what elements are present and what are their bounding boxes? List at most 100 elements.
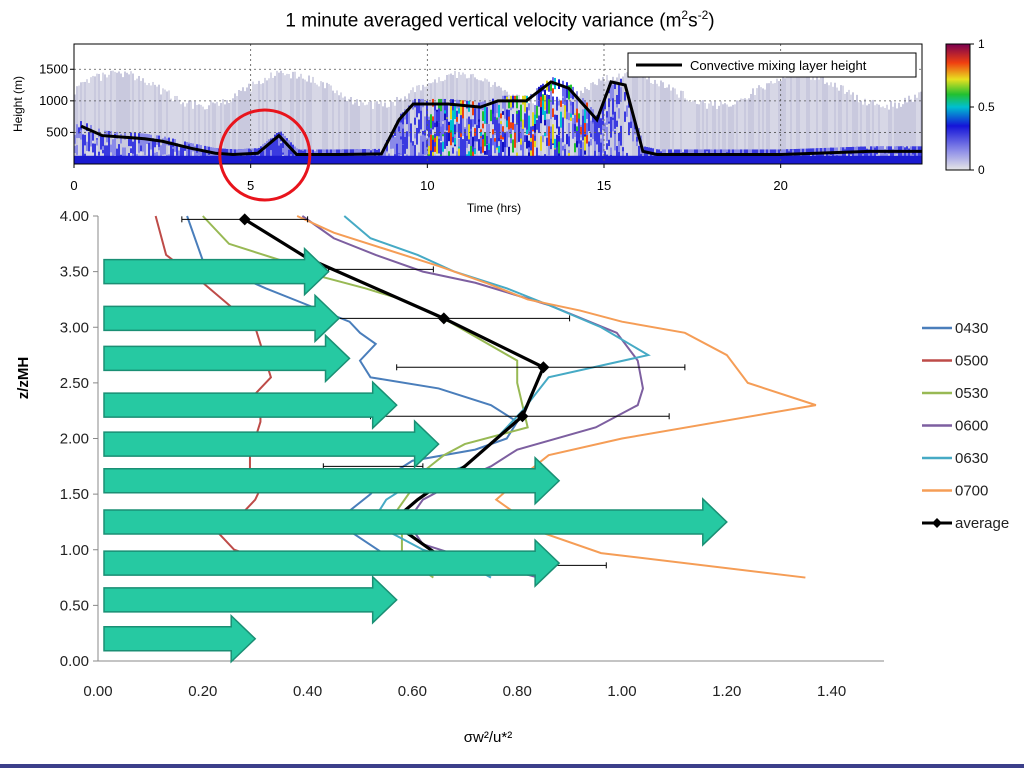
heatmap-streak (570, 101, 572, 106)
heatmap-bg-column (744, 98, 746, 164)
heatmap-streak (494, 114, 496, 133)
heatmap-surface-band (736, 155, 738, 164)
heatmap-bg-column (736, 100, 738, 164)
heatmap-bg-column (848, 89, 850, 164)
heatmap-bg-column (422, 84, 424, 164)
heatmap-bg-column (622, 76, 624, 164)
heatmap-streak (534, 104, 536, 120)
heatmap-bg-column (162, 88, 164, 164)
heatmap-bg-column (794, 77, 796, 164)
heatmap-streak (536, 147, 538, 157)
heatmap-surface-band (354, 155, 356, 164)
heatmap-bg-column (642, 73, 644, 164)
heatmap-streak (890, 146, 892, 160)
heatmap-streak (446, 132, 448, 146)
heatmap-panel: 0 5 10 15 20 500 1000 1500 Time (hrs) Height (… (11, 43, 923, 215)
heatmap-surface-band (486, 155, 488, 164)
heatmap-surface-band (758, 155, 760, 164)
heatmap-bg-column (912, 101, 914, 164)
heatmap-streak (622, 147, 624, 152)
highlight-circle (218, 108, 312, 202)
heatmap-streak (608, 139, 610, 147)
heatmap-bg-column (200, 104, 202, 164)
heatmap-streak (526, 135, 528, 149)
profile-y-ticks: 0.00 0.50 1.00 1.50 2.00 2.50 3.00 3.50 4.00 (60, 208, 98, 670)
average-marker (516, 410, 529, 423)
heatmap-bg-column (350, 97, 352, 164)
heatmap-streak (810, 148, 812, 155)
heatmap-streak (474, 148, 476, 155)
profile-error-bars (181, 216, 686, 569)
heatmap-streak (580, 126, 582, 135)
heatmap-streak (172, 148, 174, 163)
heatmap-streak (276, 145, 278, 158)
flow-arrow (103, 380, 398, 430)
heatmap-surface-band (326, 155, 328, 164)
heatmap-bg-column (832, 86, 834, 164)
heatmap-streak (76, 124, 78, 139)
heatmap-surface-band (880, 155, 882, 164)
profile-y-tick-label: 1.50 (60, 486, 89, 503)
heatmap-streak (732, 149, 734, 157)
heatmap-bg-column (722, 104, 724, 164)
heatmap-bg-column (554, 102, 556, 164)
heatmap-streak (566, 82, 568, 98)
heatmap-streak (424, 116, 426, 136)
heatmap-surface-band (300, 155, 302, 164)
heatmap-surface-band (618, 155, 620, 164)
heatmap-streak (454, 134, 456, 139)
heatmap-streak (500, 121, 502, 127)
heatmap-bg-column (288, 74, 290, 164)
heatmap-surface-band (610, 155, 612, 164)
heatmap-bg-column (796, 75, 798, 164)
heatmap-surface-band (416, 155, 418, 164)
heatmap-bg-column (266, 80, 268, 164)
heatmap-streak (420, 135, 422, 152)
heatmap-surface-band (244, 155, 246, 164)
heatmap-streak (592, 128, 594, 140)
heatmap-streak (594, 141, 596, 153)
heatmap-surface-band (176, 155, 178, 164)
heatmap-bg-column (808, 71, 810, 164)
heatmap-streak (472, 151, 474, 158)
heatmap-surface-band (810, 155, 812, 164)
heatmap-bg-column (218, 105, 220, 164)
heatmap-surface-band (242, 155, 244, 164)
heatmap-bg-column (908, 95, 910, 164)
heatmap-bg-column (78, 85, 80, 164)
heatmap-streak (626, 105, 628, 117)
heatmap-surface-band (908, 155, 910, 164)
heatmap-surface-band (378, 155, 380, 164)
heatmap-surface-band (374, 155, 376, 164)
heatmap-surface-band (830, 155, 832, 164)
heatmap-streak (588, 116, 590, 132)
heatmap-bg-column (480, 80, 482, 164)
heatmap-streak (450, 105, 452, 120)
heatmap-streak (288, 149, 290, 157)
heatmap-streak (316, 149, 318, 155)
heatmap-bg-column (636, 73, 638, 164)
heatmap-surface-band (522, 155, 524, 164)
heatmap-streak (478, 102, 480, 120)
colorbar-gradient (945, 43, 971, 171)
heatmap-streak (482, 123, 484, 129)
heatmap-bg-column (414, 92, 416, 164)
heatmap-bg-column (180, 104, 182, 164)
heatmap-bg-column (122, 77, 124, 164)
heatmap-streak (478, 121, 480, 129)
heatmap-streak (400, 139, 402, 154)
heatmap-surface-band (894, 155, 896, 164)
heatmap-streak (878, 146, 880, 153)
heatmap-bg-column (752, 88, 754, 164)
heatmap-surface-band (284, 155, 286, 164)
heatmap-streak (104, 145, 106, 164)
heatmap-surface-band (88, 155, 90, 164)
heatmap-surface-band (570, 155, 572, 164)
heatmap-surface-band (496, 155, 498, 164)
heatmap-bg-column (90, 77, 92, 164)
heatmap-streak (572, 117, 574, 129)
heatmap-streak (658, 149, 660, 157)
heatmap-surface-band (228, 155, 230, 164)
heatmap-surface-band (376, 155, 378, 164)
heatmap-streak (558, 141, 560, 154)
